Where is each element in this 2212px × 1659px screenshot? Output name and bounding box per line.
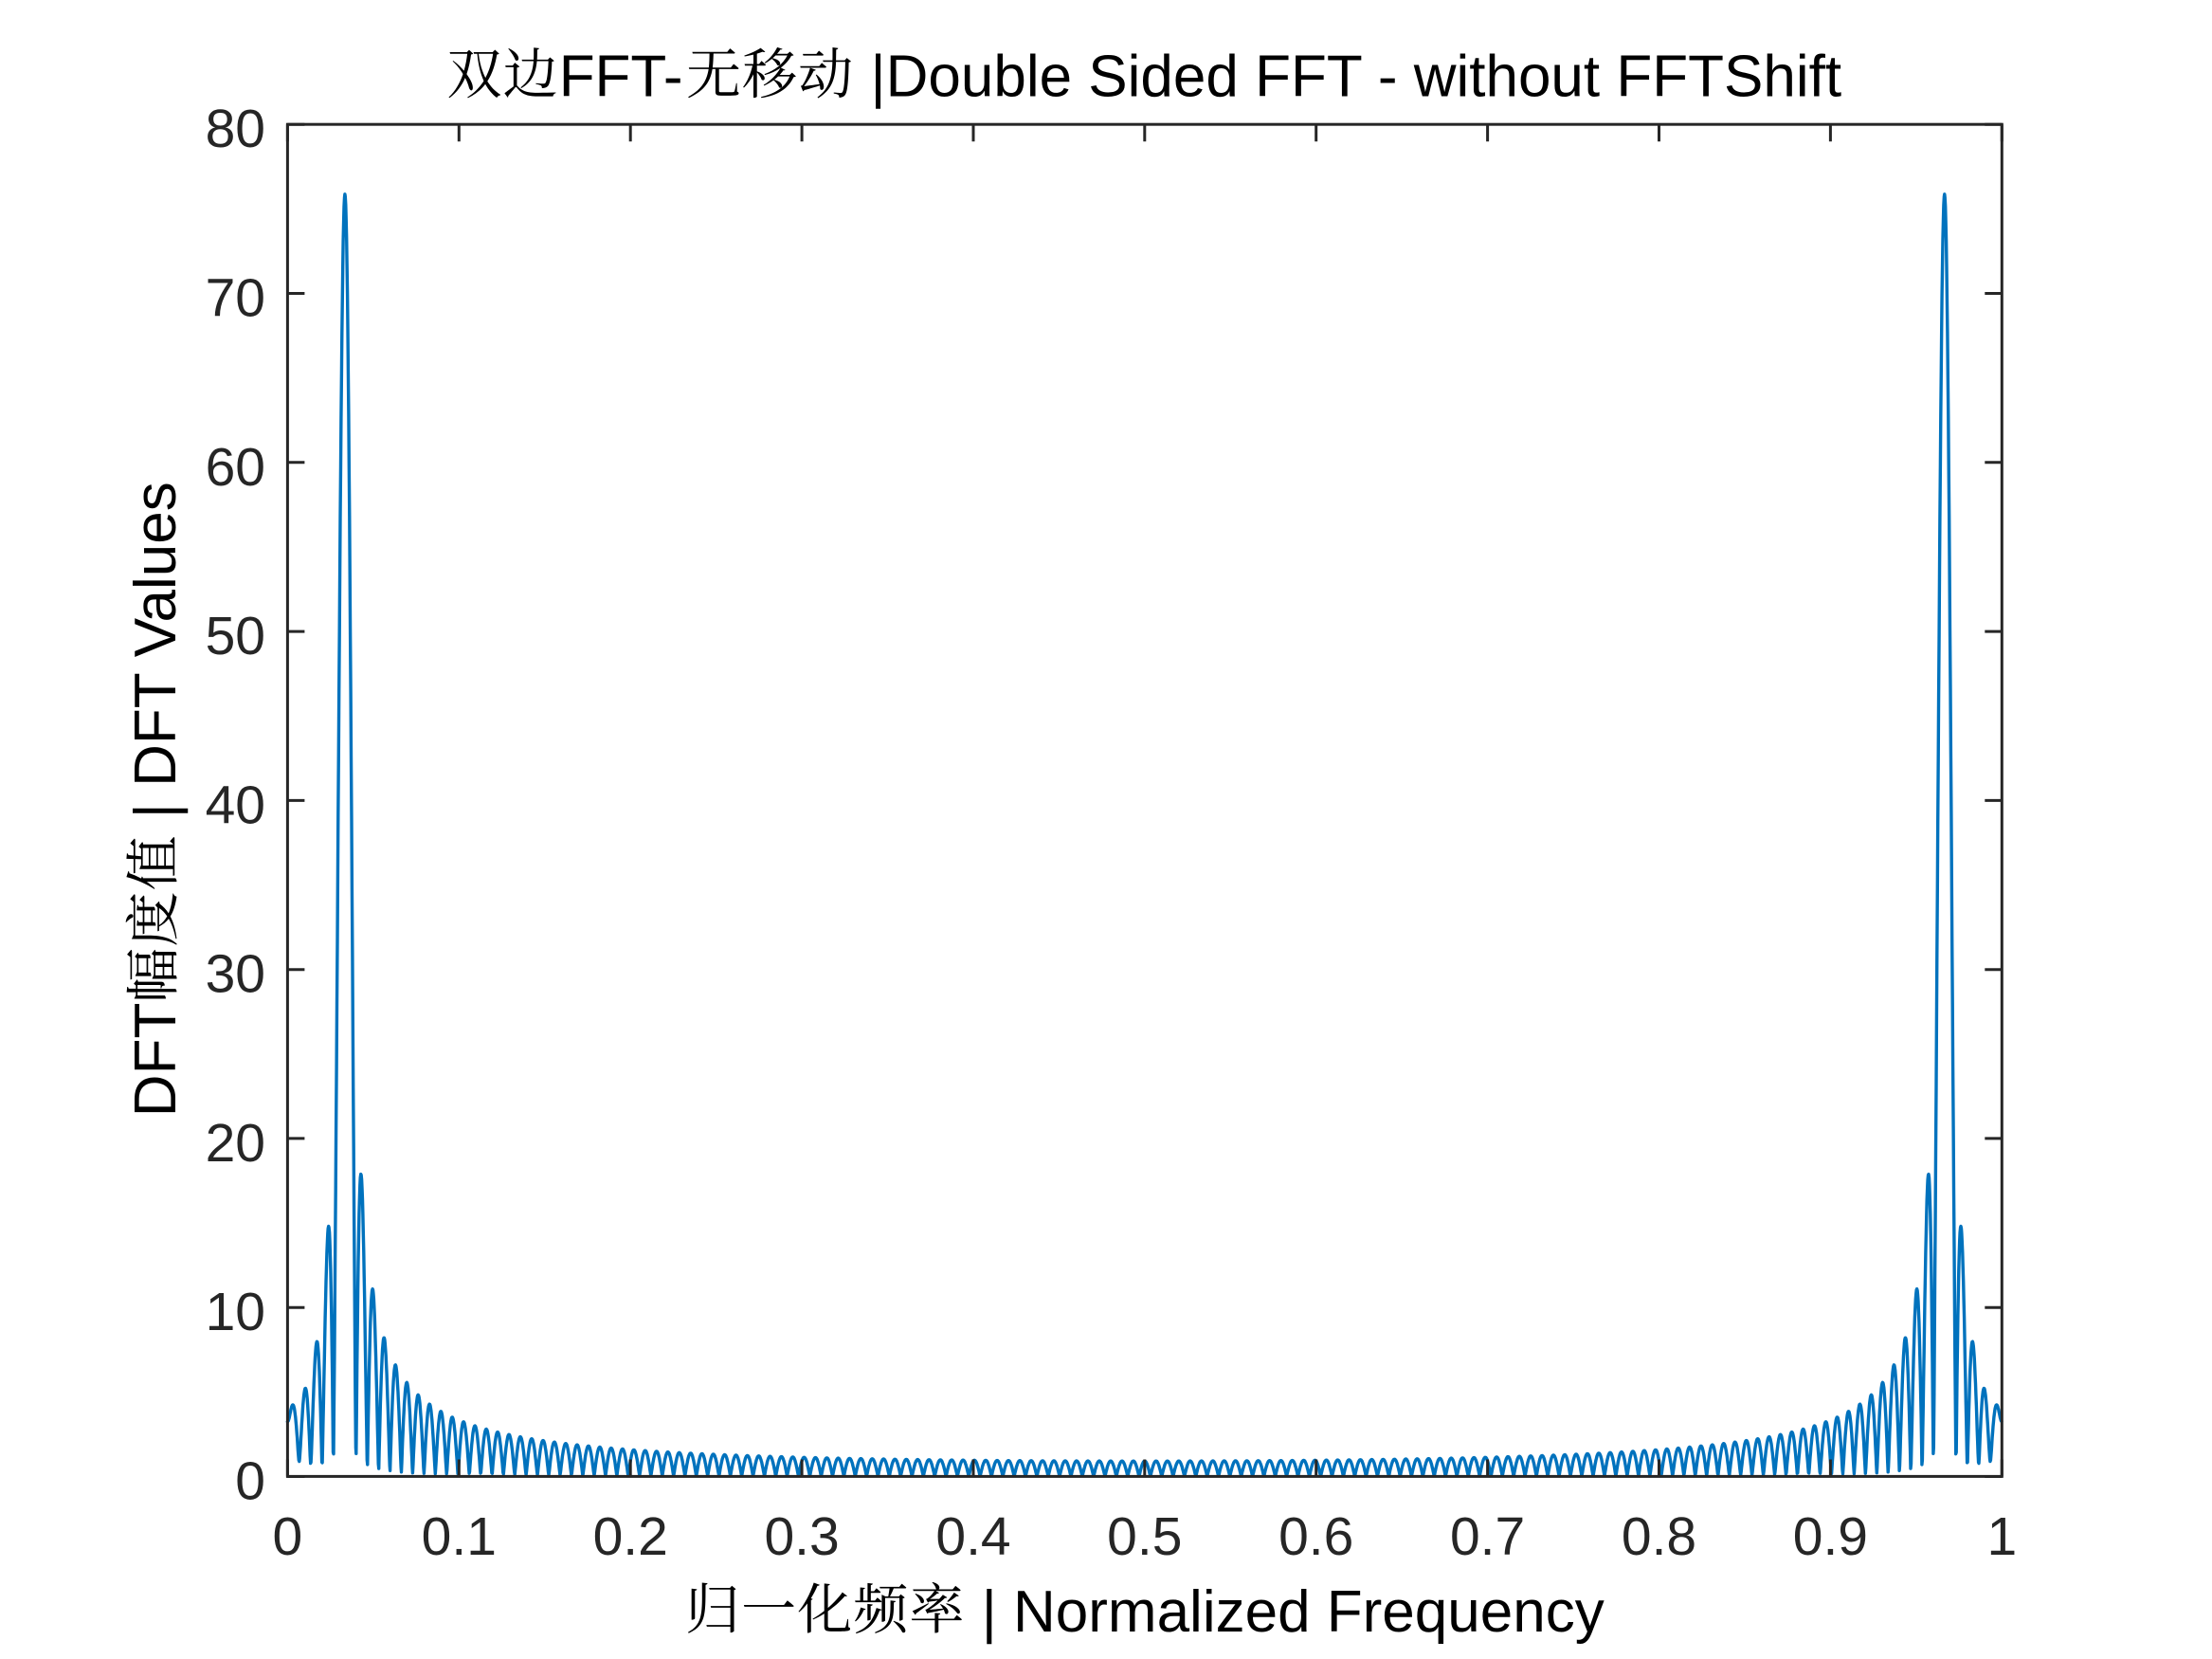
svg-text:50: 50 <box>206 606 265 666</box>
svg-text:80: 80 <box>206 99 265 159</box>
svg-text:70: 70 <box>206 268 265 329</box>
svg-text:0.7: 0.7 <box>1450 1506 1525 1567</box>
svg-text:0.8: 0.8 <box>1622 1506 1696 1567</box>
svg-text:|Double Sided FFT - without FF: |Double Sided FFT - without FFTShift <box>871 45 1842 110</box>
svg-text:DFT: DFT <box>123 1003 189 1118</box>
svg-text:0: 0 <box>273 1506 303 1567</box>
svg-text:20: 20 <box>206 1113 265 1174</box>
svg-text:10: 10 <box>206 1282 265 1342</box>
svg-text:40: 40 <box>206 775 265 835</box>
svg-text:0.3: 0.3 <box>764 1506 839 1567</box>
svg-text:60: 60 <box>206 437 265 498</box>
svg-text:| Normalized Frequency: | Normalized Frequency <box>982 1579 1605 1645</box>
svg-text:| DFT Values: | DFT Values <box>123 482 189 818</box>
svg-text:0.5: 0.5 <box>1107 1506 1182 1567</box>
svg-text:0.4: 0.4 <box>935 1506 1010 1567</box>
svg-text:1: 1 <box>1986 1506 2017 1567</box>
svg-text:0: 0 <box>235 1451 265 1512</box>
svg-text:0.2: 0.2 <box>593 1506 668 1567</box>
svg-text:0.1: 0.1 <box>422 1506 497 1567</box>
svg-text:0.6: 0.6 <box>1278 1506 1353 1567</box>
svg-text:0.9: 0.9 <box>1793 1506 1868 1567</box>
svg-text:30: 30 <box>206 944 265 1005</box>
svg-text:FFT-: FFT- <box>559 45 683 110</box>
